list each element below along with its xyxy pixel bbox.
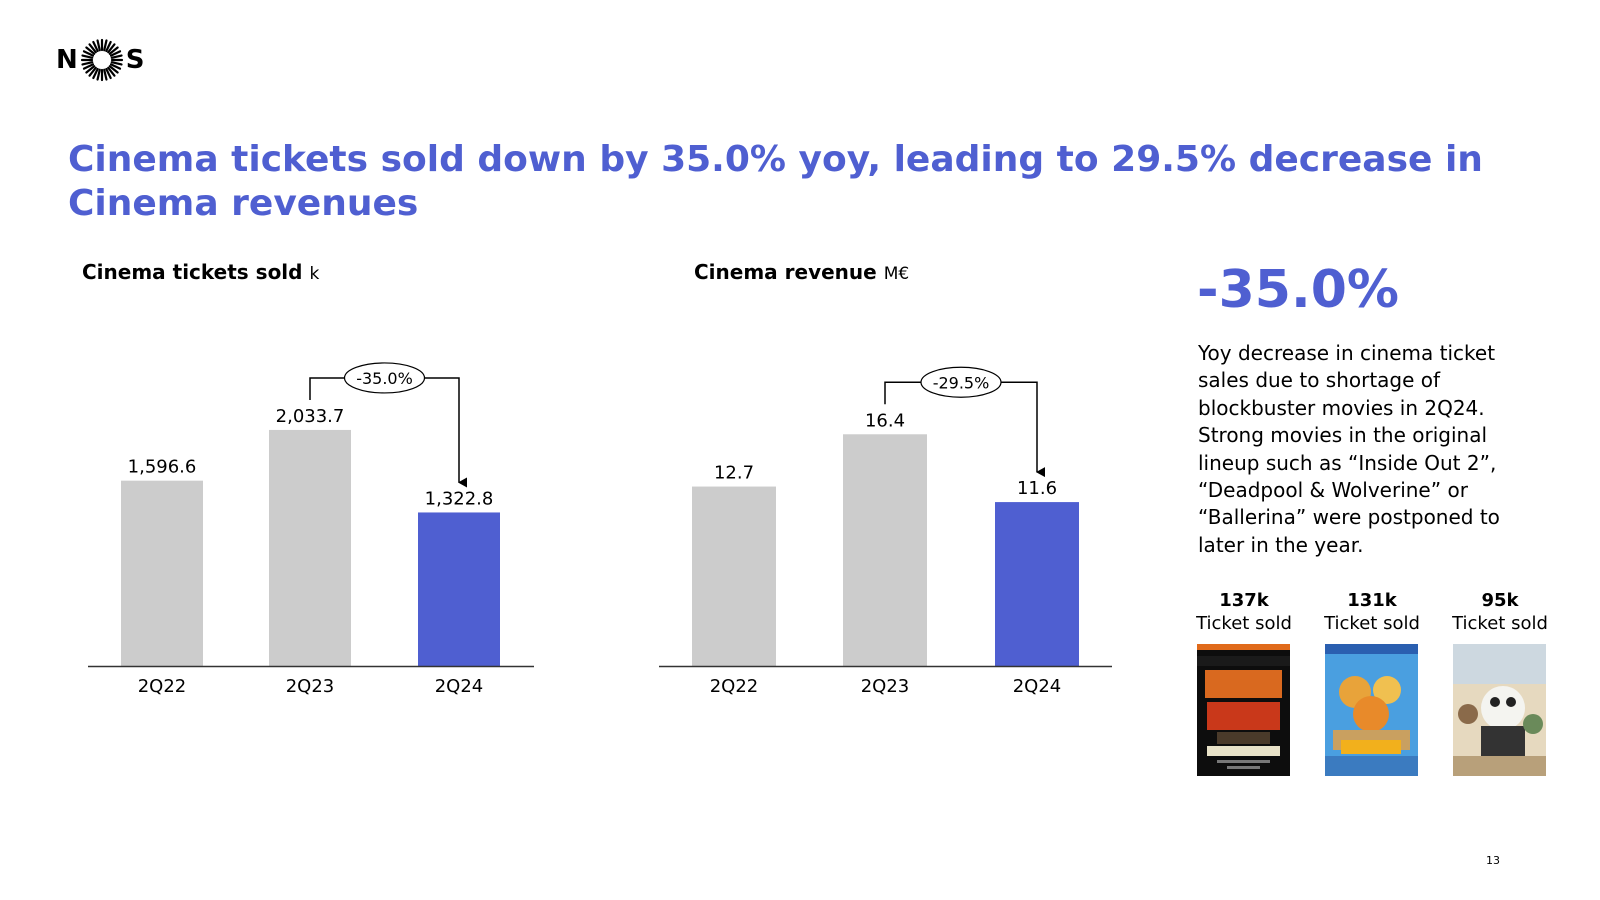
highlight-percentage: -35.0% xyxy=(1197,260,1399,320)
category-label: 2Q24 xyxy=(1013,676,1062,697)
kung-fu-panda-poster-icon xyxy=(1453,644,1546,776)
category-label: 2Q22 xyxy=(138,676,187,697)
bar-2Q22 xyxy=(121,480,203,666)
movie-tickets-value: 95k xyxy=(1481,590,1519,611)
chart-unit-revenue: M€ xyxy=(883,264,910,284)
chart-title-tickets-text: Cinema tickets sold xyxy=(82,260,303,284)
movie-tickets-value: 131k xyxy=(1347,590,1397,611)
bar-2Q24 xyxy=(418,512,500,666)
change-bubble xyxy=(920,366,1002,398)
bad-boys-poster-icon xyxy=(1197,644,1290,776)
movie-tickets-label: Ticket sold xyxy=(1196,613,1292,634)
movie-tickets-value: 137k xyxy=(1219,590,1269,611)
value-label: 12.7 xyxy=(714,463,754,484)
bar-2Q23 xyxy=(269,429,351,666)
change-bubble xyxy=(343,362,426,394)
page-number: 13 xyxy=(1486,854,1500,867)
bar-charts: 1,596.6 2Q22 2,033.7 2Q23 1,322.8 2Q24 -35.0% 1… xyxy=(88,362,1112,697)
logo-letter-n: N xyxy=(56,45,78,75)
value-label: 11.6 xyxy=(1017,478,1057,499)
chart-title-revenue: Cinema revenue M€ xyxy=(694,260,909,284)
bar-2Q22 xyxy=(692,486,776,666)
movie-tickets-label: Ticket sold xyxy=(1452,613,1548,634)
nos-logo: N S xyxy=(56,38,145,82)
chart-unit-tickets: k xyxy=(309,264,320,284)
category-label: 2Q23 xyxy=(286,676,335,697)
value-label: 16.4 xyxy=(865,410,905,431)
value-label: 2,033.7 xyxy=(276,406,345,427)
change-label: -29.5% xyxy=(933,373,990,392)
bar-2Q24 xyxy=(995,502,1079,666)
movie-stat-2: 131k Ticket sold xyxy=(1322,590,1422,636)
value-label: 1,322.8 xyxy=(425,488,494,509)
category-label: 2Q23 xyxy=(861,676,910,697)
page-title: Cinema tickets sold down by 35.0% yoy, l… xyxy=(68,139,1483,224)
chart-title-tickets: Cinema tickets sold k xyxy=(82,260,319,284)
category-label: 2Q22 xyxy=(710,676,759,697)
change-label: -35.0% xyxy=(356,369,413,388)
garfield-poster-icon xyxy=(1325,644,1418,776)
movie-stat-3: 95k Ticket sold xyxy=(1450,590,1550,636)
logo-letter-s: S xyxy=(125,45,145,75)
chart-title-revenue-text: Cinema revenue xyxy=(694,260,877,284)
value-label: 1,596.6 xyxy=(128,457,197,478)
movie-stat-1: 137k Ticket sold xyxy=(1194,590,1294,636)
highlight-description: Yoy decrease in cinema ticket sales due … xyxy=(1198,341,1500,557)
movie-tickets-label: Ticket sold xyxy=(1324,613,1420,634)
sunburst-logo-icon xyxy=(80,38,123,82)
bar-2Q23 xyxy=(843,434,927,666)
category-label: 2Q24 xyxy=(435,676,484,697)
